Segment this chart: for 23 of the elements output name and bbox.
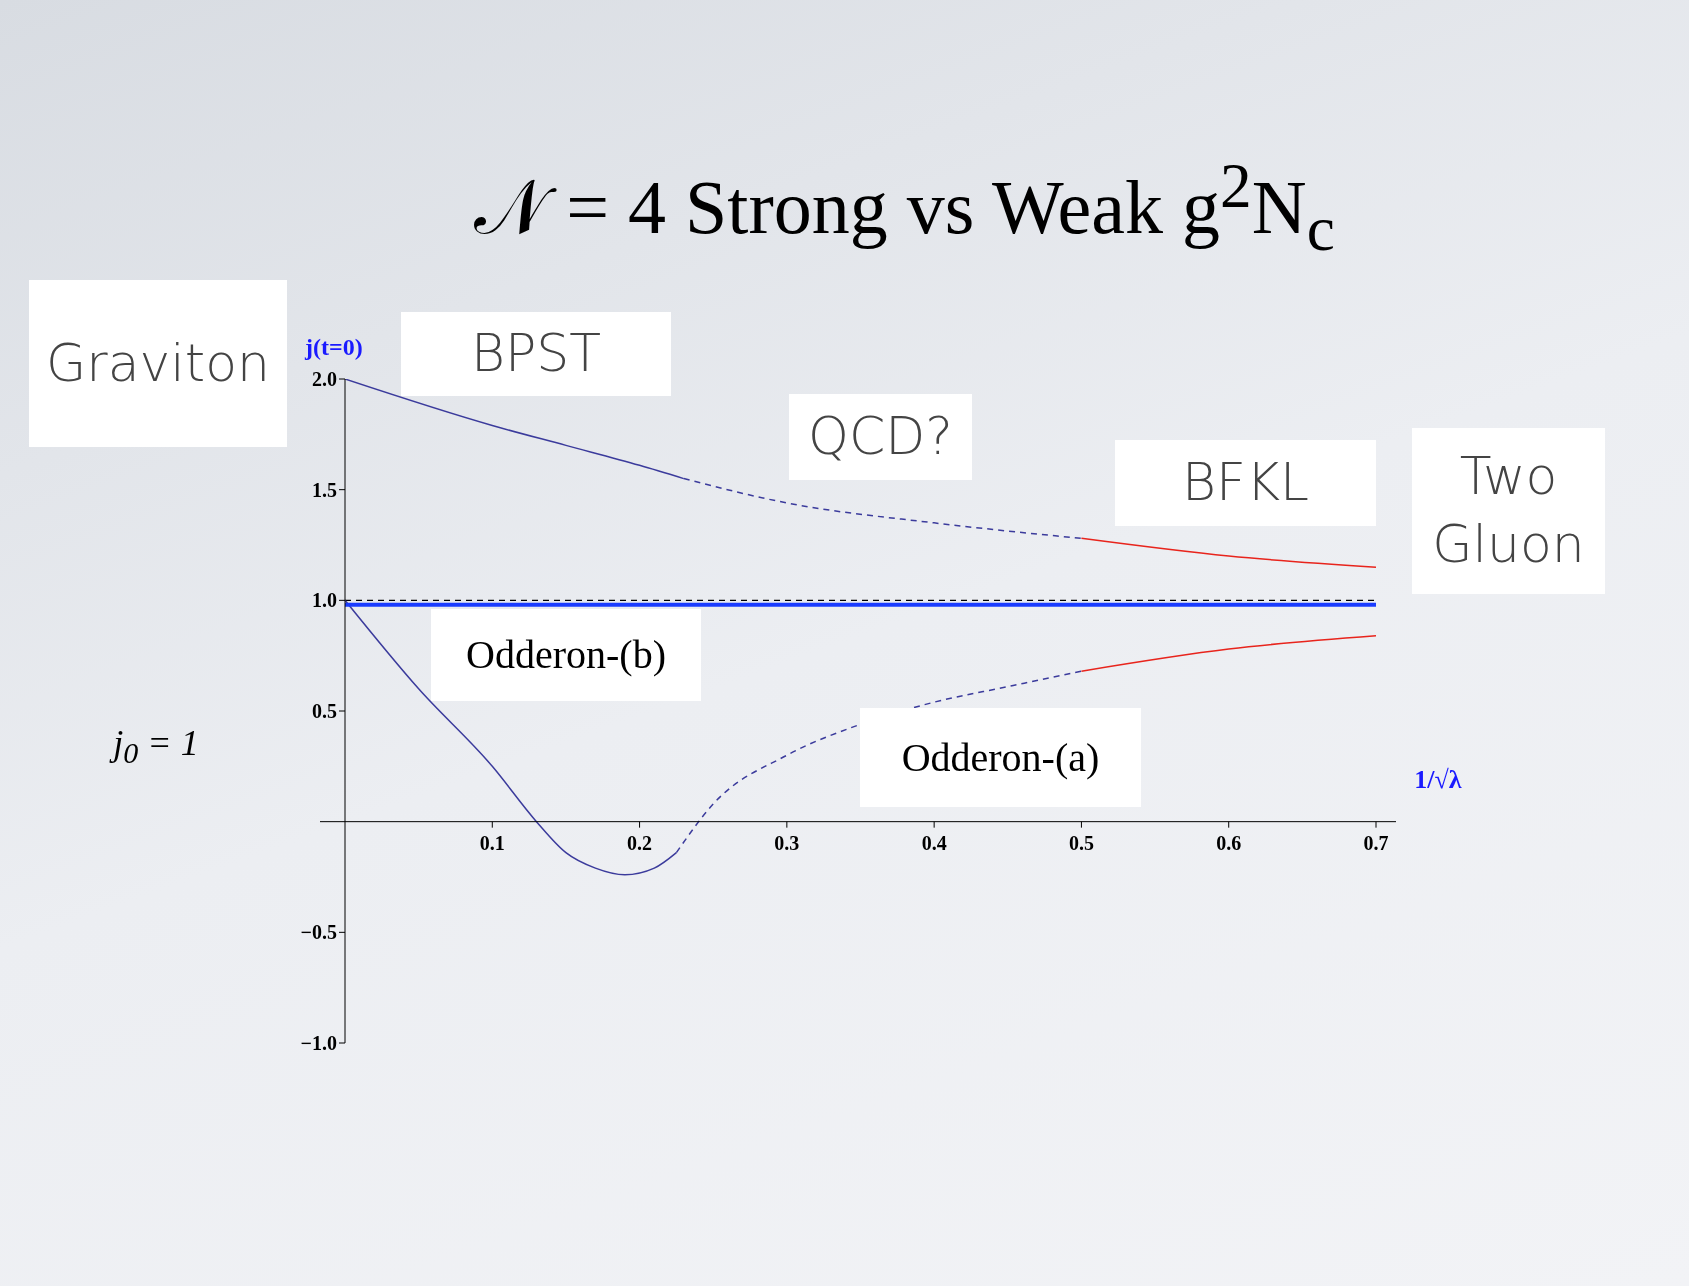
annotation: Odderon-(a) bbox=[901, 733, 1100, 782]
text: Graviton bbox=[46, 331, 270, 395]
x-axis-title: 1/√λ bbox=[1413, 765, 1463, 795]
x-tick-label: 0.3 bbox=[774, 831, 800, 854]
x-tick-label: 0.5 bbox=[1068, 831, 1094, 854]
y-tick-label: −0.5 bbox=[300, 921, 337, 944]
x-tick-label: 0.6 bbox=[1216, 831, 1242, 854]
text: Two Gluon bbox=[1431, 445, 1586, 576]
annotation: BFKL bbox=[1181, 451, 1310, 515]
chart-title: 𝒩 = 4 Strong vs Weak g$^{2}$N$_{c}$ bbox=[473, 150, 1336, 266]
x-tick-label: 0.7 bbox=[1363, 831, 1389, 854]
y-tick-label: 2.0 bbox=[312, 368, 337, 391]
y-tick-label: 1.0 bbox=[312, 589, 337, 612]
x-tick-label: 0.2 bbox=[627, 831, 653, 854]
y-tick-label: −1.0 bbox=[300, 1032, 337, 1055]
annotation: Odderon-(b) bbox=[466, 631, 666, 679]
annotation: QCD? bbox=[808, 405, 953, 469]
y-tick-label: 1.5 bbox=[312, 478, 337, 501]
x-tick-label: 0.4 bbox=[921, 831, 947, 854]
y-axis-title: j(t=0) bbox=[305, 334, 363, 361]
annotation: BPST bbox=[470, 322, 602, 386]
y-tick-label: 0.5 bbox=[312, 700, 337, 723]
x-tick-label: 0.1 bbox=[479, 831, 505, 854]
